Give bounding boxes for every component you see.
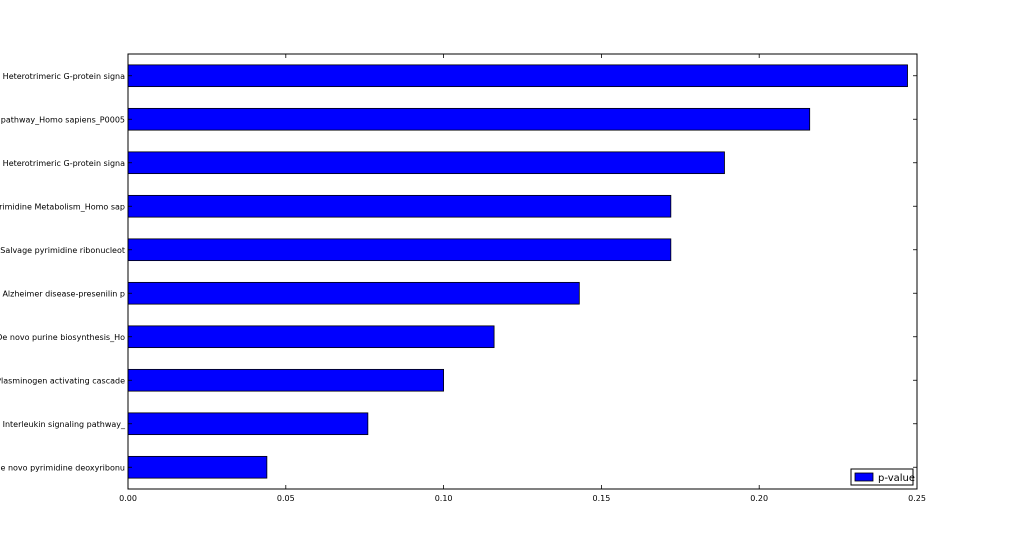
bar	[127, 455, 268, 479]
legend-swatch	[854, 472, 874, 482]
plot-frame	[127, 53, 918, 490]
bar	[127, 151, 725, 175]
y-tick-label: Plasminogen activating cascade	[0, 376, 125, 385]
bar	[127, 368, 445, 392]
y-tick-label: Heterotrimeric G-protein signa	[3, 159, 125, 168]
y-tick-labels: Heterotrimeric G-protein signa p53 pathwa…	[0, 72, 917, 472]
bar	[127, 194, 672, 218]
y-tick-label: Heterotrimeric G-protein signa	[3, 72, 125, 81]
x-axis: 0.00 0.05 0.10 0.15 0.20 0.25	[119, 54, 926, 503]
x-tick-label: 0.05	[277, 494, 295, 503]
bar	[127, 107, 811, 131]
x-tick-label: 0.00	[119, 494, 137, 503]
y-tick-label: p53 pathway_Homo sapiens_P0005	[0, 115, 125, 124]
y-tick-label: Interleukin signaling pathway_	[3, 420, 126, 429]
legend-label: p-value	[878, 473, 915, 484]
bar	[127, 64, 908, 88]
y-tick-label: Alzheimer disease-presenilin p	[2, 289, 125, 298]
bars-group	[127, 64, 908, 479]
bar	[127, 325, 495, 349]
y-tick-label: Pyrimidine Metabolism_Homo sap	[0, 202, 125, 211]
x-tick-label: 0.10	[435, 494, 453, 503]
x-tick-label: 0.20	[750, 494, 768, 503]
bar	[127, 281, 580, 305]
y-tick-label: Salvage pyrimidine ribonucleot	[0, 246, 125, 255]
x-tick-label: 0.25	[908, 494, 926, 503]
bar	[127, 238, 672, 262]
x-tick-label: 0.15	[592, 494, 610, 503]
y-tick-label: De novo pyrimidine deoxyribonu	[0, 463, 125, 472]
y-tick-label: De novo purine biosynthesis_Ho	[0, 333, 125, 342]
bar	[127, 412, 369, 436]
legend: p-value	[850, 468, 915, 486]
